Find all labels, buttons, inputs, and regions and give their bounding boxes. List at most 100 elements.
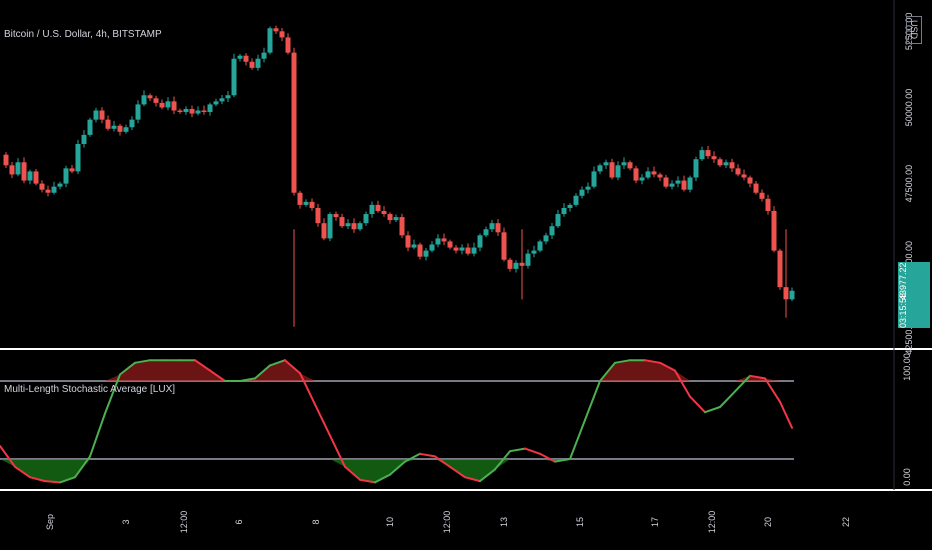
- bull-candle: [261, 47, 267, 63]
- oscillator-segment: [194, 359, 211, 372]
- bear-candle: [99, 107, 105, 124]
- oscillator-segment: [404, 452, 421, 463]
- oscillator-segment: [89, 412, 106, 458]
- bear-candle: [45, 185, 51, 197]
- bull-candle: [471, 242, 477, 257]
- symbol-title: Bitcoin / U.S. Dollar, 4h, BITSTAMP: [4, 29, 162, 40]
- price-axis[interactable]: 52500.00 50000.00 47500.00 45000.00 42500.00: [904, 13, 914, 355]
- bull-candle: [585, 182, 591, 194]
- bear-candle: [465, 243, 471, 256]
- time-tick-label: 17: [650, 517, 660, 527]
- bull-candle: [111, 120, 117, 132]
- price-tick-label: 50000.00: [904, 89, 914, 127]
- oscillator-segment: [119, 361, 136, 376]
- bull-candle: [135, 100, 141, 124]
- time-tick-label: 22: [841, 517, 851, 527]
- bear-candle: [753, 181, 759, 195]
- bear-candle: [33, 168, 39, 186]
- bull-candle: [699, 146, 705, 162]
- bear-candle: [387, 212, 393, 224]
- oscillator-segment: [719, 390, 736, 408]
- oscillator-segment: [299, 372, 316, 406]
- bull-candle: [435, 234, 441, 248]
- time-tick-label: 12:00: [179, 511, 189, 534]
- bear-candle: [153, 95, 159, 107]
- bull-candle: [525, 249, 531, 269]
- bear-candle: [633, 165, 639, 184]
- price-tick-label: 45000.00: [904, 241, 914, 279]
- bear-candle: [609, 158, 615, 180]
- bull-candle: [165, 97, 171, 111]
- bear-candle: [339, 213, 345, 229]
- oscillator-segment: [689, 395, 706, 414]
- oscillator-segment: [464, 476, 481, 483]
- bear-candle: [495, 219, 501, 236]
- bull-candle: [693, 156, 699, 182]
- bear-candle: [759, 189, 765, 202]
- bull-candle: [411, 239, 417, 250]
- time-tick-label: 20: [763, 517, 773, 527]
- bull-candle: [207, 102, 213, 116]
- bear-candle: [771, 206, 777, 253]
- oscillator-segment: [14, 465, 31, 479]
- bear-candle: [189, 105, 195, 118]
- bear-candle: [447, 239, 453, 250]
- bull-candle: [621, 157, 627, 169]
- bull-candle: [573, 193, 579, 207]
- price-candles: [3, 25, 795, 327]
- bull-candle: [459, 244, 465, 255]
- oscillator-segment: [344, 465, 361, 481]
- bull-candle: [423, 248, 429, 261]
- time-axis[interactable]: Sep 3 12:00 6 8 10 12:00 13 15 17 12:00 20 22: [45, 511, 851, 534]
- bear-candle: [249, 58, 255, 70]
- bear-candle: [333, 211, 339, 221]
- oscillator-segment: [674, 369, 691, 398]
- oscillator-segment: [524, 447, 541, 455]
- oscillator-segment: [74, 455, 91, 479]
- bear-candle: [729, 158, 735, 173]
- bull-candle: [483, 226, 489, 238]
- bear-candle: [315, 203, 321, 227]
- time-tick-label: 12:00: [442, 511, 452, 534]
- bear-candle: [417, 242, 423, 260]
- bear-candle: [171, 96, 177, 115]
- bull-candle: [513, 260, 519, 273]
- bar-countdown-tag: 03:15:58: [898, 293, 930, 328]
- oscillator-segment: [374, 473, 391, 484]
- bull-candle: [549, 222, 555, 240]
- bear-candle: [657, 172, 663, 182]
- price-tick-label: 42500.00: [904, 317, 914, 355]
- bull-candle: [591, 166, 597, 189]
- bull-candle: [303, 199, 309, 207]
- currency-label[interactable]: USD: [906, 16, 922, 44]
- bull-candle: [57, 181, 63, 190]
- bull-candle: [543, 232, 549, 245]
- bull-candle: [219, 94, 225, 105]
- bear-candle: [9, 161, 15, 179]
- price-tick-label: 47500.00: [904, 165, 914, 203]
- oscillator-segment: [359, 478, 376, 484]
- oscillator-axis[interactable]: 100.00 0.00: [902, 353, 912, 486]
- bull-candle: [669, 180, 675, 190]
- bull-candle: [345, 219, 351, 229]
- bull-candle: [27, 169, 33, 185]
- bull-candle: [327, 212, 333, 242]
- bear-candle: [243, 53, 249, 66]
- oscillator-segment: [449, 465, 466, 479]
- bear-candle: [159, 99, 165, 110]
- oscillator-segment: [44, 480, 61, 484]
- bull-candle: [51, 181, 57, 195]
- price-tick-label: 52500.00: [904, 13, 914, 51]
- bull-candle: [645, 167, 651, 180]
- bull-candle: [597, 163, 603, 175]
- oscillator-segment: [59, 476, 76, 484]
- bear-candle: [711, 151, 717, 163]
- oscillator-segment: [659, 361, 676, 372]
- bull-candle: [195, 106, 201, 116]
- bear-candle: [681, 175, 687, 192]
- bear-candle: [453, 244, 459, 254]
- bull-candle: [567, 203, 573, 212]
- bull-candle: [489, 219, 495, 233]
- oscillator-segment: [644, 359, 661, 364]
